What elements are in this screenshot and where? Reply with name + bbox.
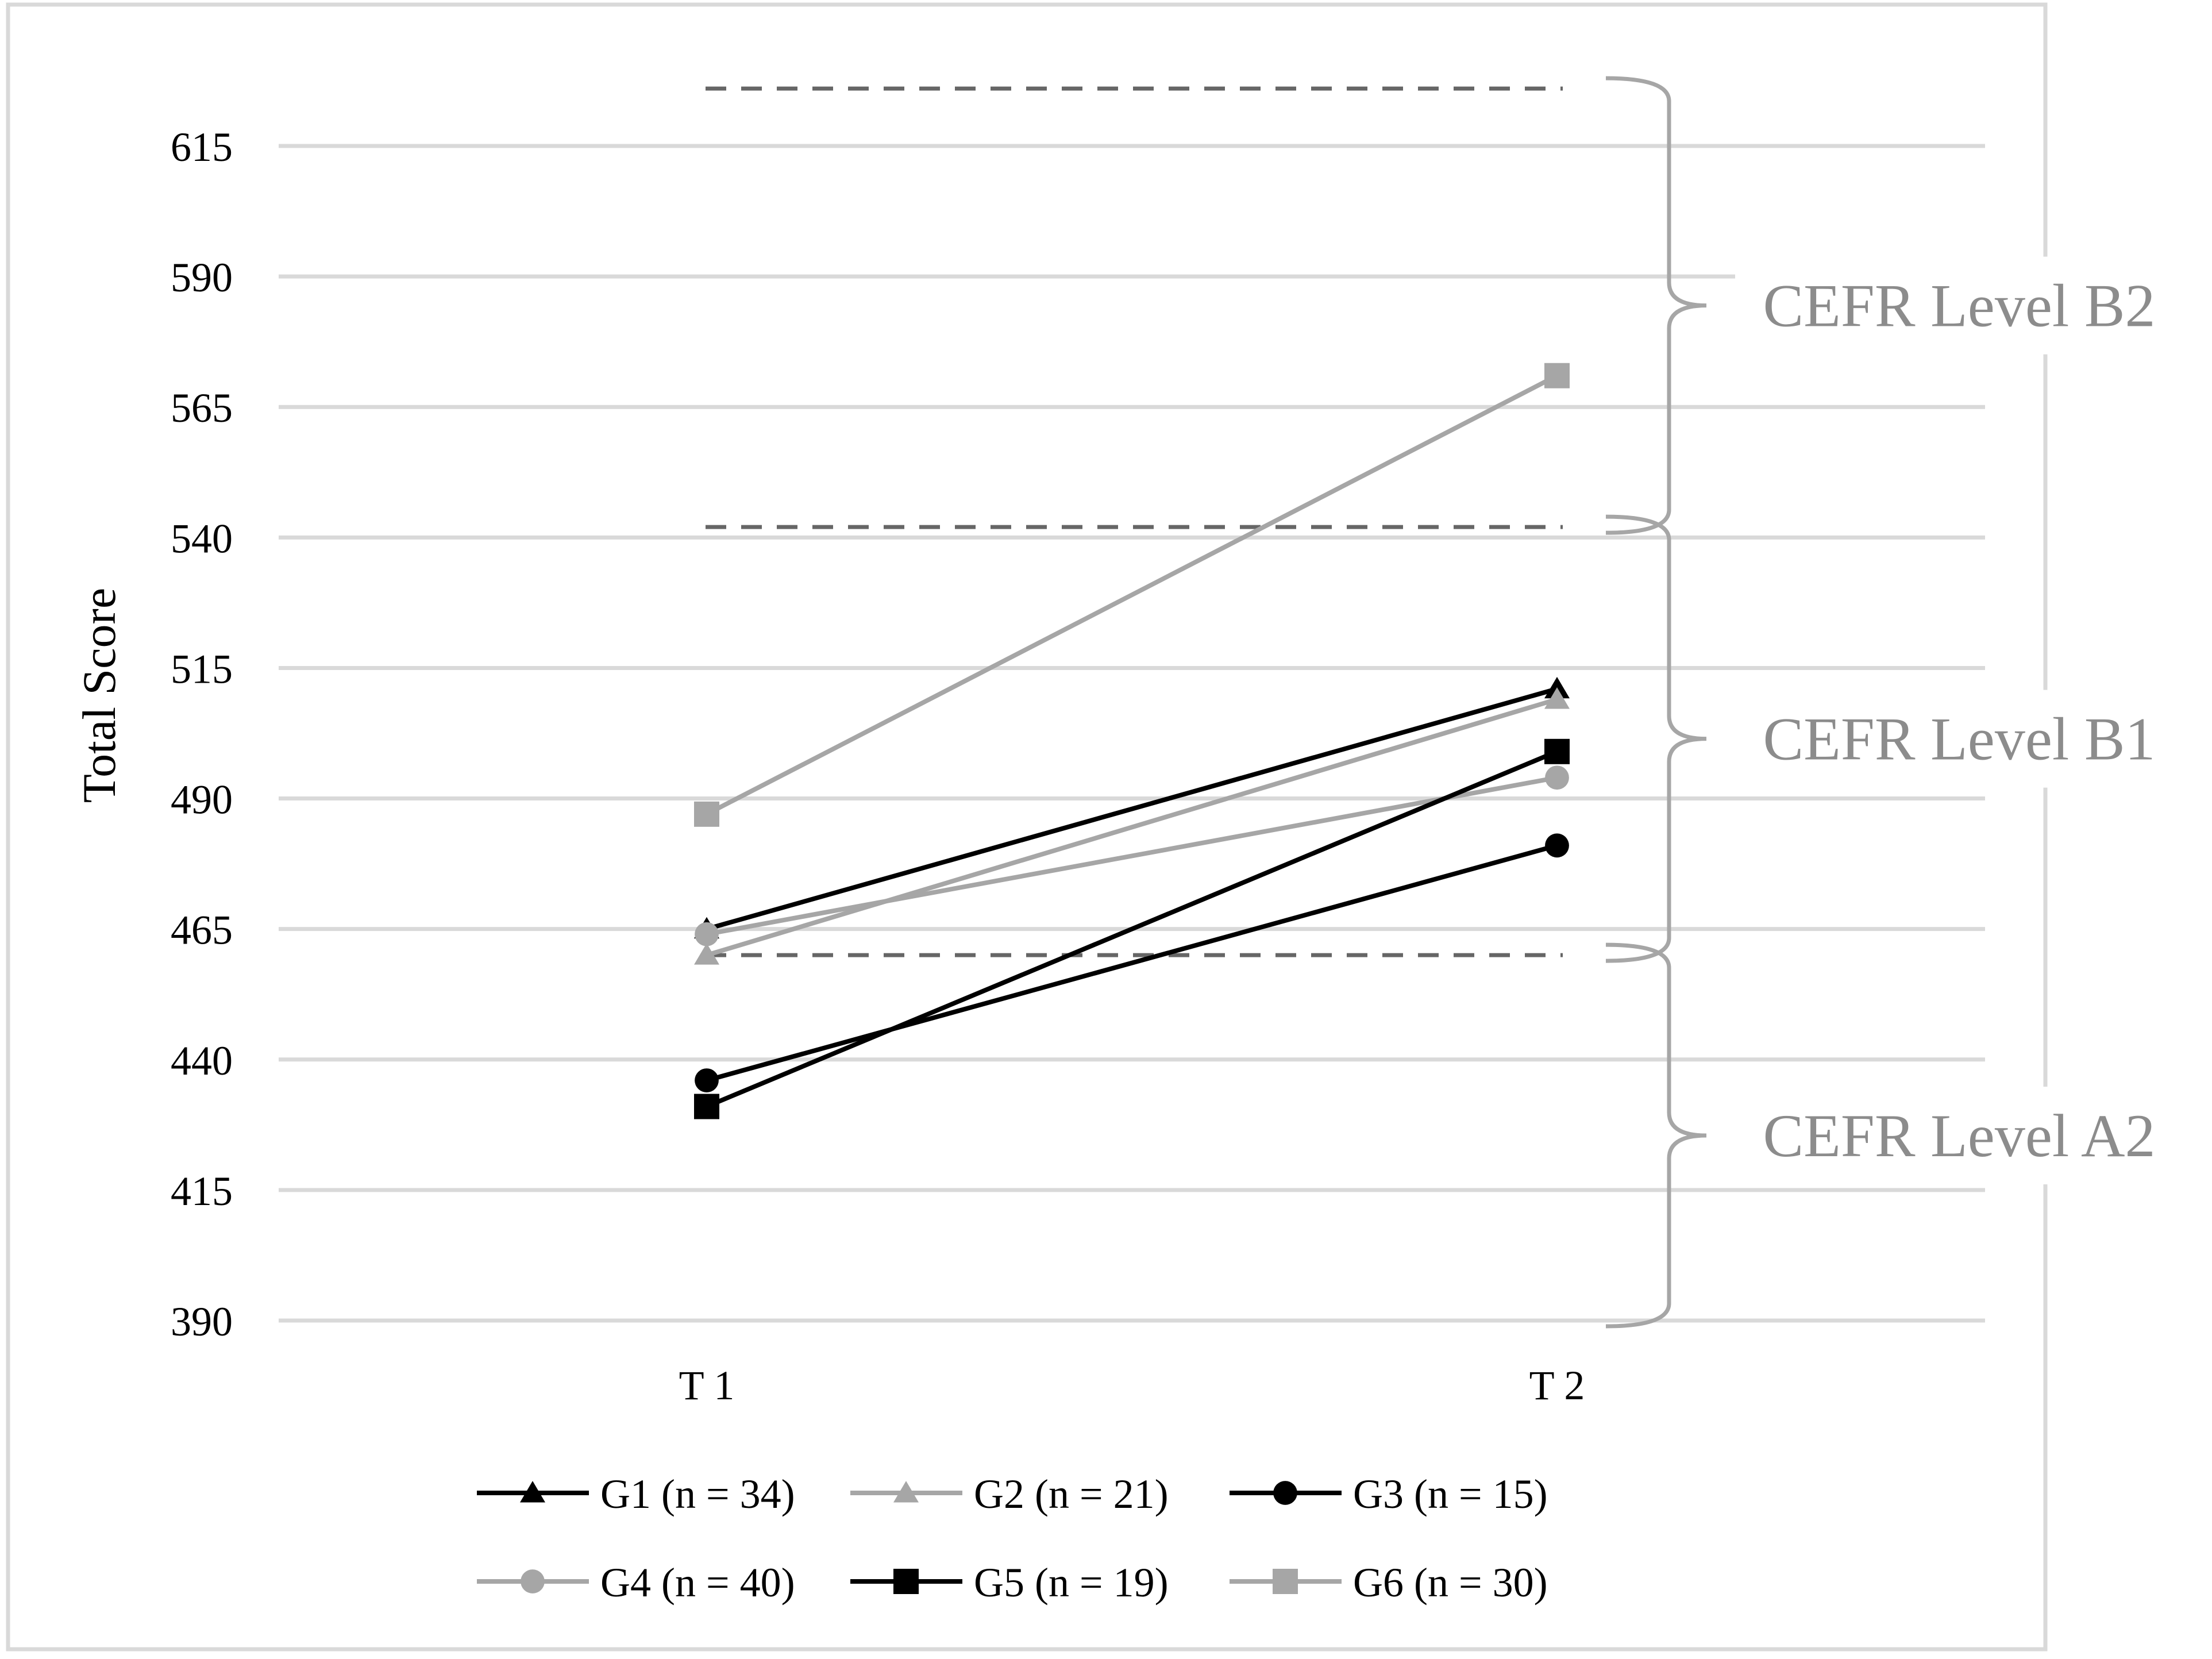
- cefr-band-brace: [1605, 514, 1707, 963]
- legend-label: G2 (n = 21): [974, 1471, 1169, 1517]
- series-line: [706, 775, 1558, 937]
- x-axis-ticks: T 1 T 2: [679, 1362, 1585, 1408]
- legend-item: G2 (n = 21): [850, 1471, 1169, 1517]
- y-tick-label: 465: [171, 907, 233, 953]
- legend-label: G3 (n = 15): [1353, 1471, 1548, 1517]
- legend-item: G6 (n = 30): [1230, 1560, 1548, 1606]
- band-label-backdrop: [1735, 1087, 2195, 1185]
- cefr-band-label: CEFR Level B2: [1763, 272, 2155, 340]
- band-label-backdrop: [1735, 256, 2195, 355]
- legend-label: G6 (n = 30): [1353, 1560, 1548, 1606]
- data-point: [1544, 687, 1570, 709]
- series: [694, 687, 1570, 965]
- cefr-band-brace: [1605, 76, 1707, 535]
- series-line: [706, 697, 1558, 957]
- cefr-band-brace: [1605, 942, 1707, 1329]
- y-tick-label: 440: [171, 1038, 233, 1084]
- legend-marker: [1273, 1481, 1297, 1505]
- legend-item: G4 (n = 40): [477, 1560, 795, 1606]
- legend-marker: [1273, 1569, 1298, 1594]
- x-tick-label: T 1: [679, 1362, 735, 1408]
- y-tick-label: 615: [171, 124, 233, 170]
- x-tick-label: T 2: [1529, 1362, 1585, 1408]
- legend-label: G5 (n = 19): [974, 1560, 1169, 1606]
- series: [695, 765, 1569, 946]
- band-label-backdrop: [1735, 690, 2195, 788]
- cefr-bands: CEFR Level B2 CEFR Level B1 CEFR Level A2: [1605, 76, 2195, 1329]
- legend-item: G5 (n = 19): [850, 1560, 1169, 1606]
- data-point: [1544, 738, 1570, 764]
- y-tick-label: 515: [171, 646, 233, 692]
- cefr-band-label: CEFR Level B1: [1763, 706, 2155, 773]
- legend-marker: [521, 1569, 545, 1593]
- y-tick-label: 490: [171, 777, 233, 823]
- data-point: [1545, 833, 1569, 858]
- series-line: [706, 843, 1558, 1083]
- legend-marker: [893, 1481, 919, 1503]
- data-point: [695, 1068, 719, 1093]
- legend-item: G1 (n = 34): [477, 1471, 795, 1517]
- series: [695, 833, 1569, 1093]
- series-line: [706, 686, 1558, 931]
- series: [694, 363, 1570, 827]
- data-point: [1545, 765, 1569, 790]
- y-tick-label: 565: [171, 385, 233, 431]
- y-axis-label: Total Score: [73, 588, 125, 803]
- series-line: [706, 374, 1558, 817]
- legend-label: G4 (n = 40): [600, 1560, 795, 1606]
- data-point: [695, 922, 719, 946]
- cefr-threshold-lines: [706, 86, 1563, 957]
- gridlines: [279, 144, 1985, 1323]
- data-point: [694, 1094, 719, 1119]
- legend-marker: [893, 1569, 919, 1594]
- data-point: [694, 943, 719, 965]
- series: [694, 738, 1570, 1119]
- y-tick-label: 590: [171, 255, 233, 301]
- data-point: [1544, 363, 1570, 388]
- data-series: [694, 363, 1570, 1119]
- legend-label: G1 (n = 34): [600, 1471, 795, 1517]
- cefr-band-label: CEFR Level A2: [1763, 1102, 2155, 1169]
- legend-item: G3 (n = 15): [1230, 1471, 1548, 1517]
- data-point: [694, 801, 719, 827]
- y-axis-ticks: 390 415 440 465 490 515 540 565 590 615: [171, 124, 233, 1345]
- y-tick-label: 390: [171, 1299, 233, 1345]
- y-tick-label: 415: [171, 1168, 233, 1214]
- series-line: [706, 749, 1558, 1109]
- legend-marker: [520, 1481, 545, 1503]
- y-tick-label: 540: [171, 515, 233, 561]
- legend: G1 (n = 34) G2 (n = 21) G3 (n = 15) G4 (n =…: [477, 1471, 1548, 1606]
- chart-frame: [6, 2, 2048, 1652]
